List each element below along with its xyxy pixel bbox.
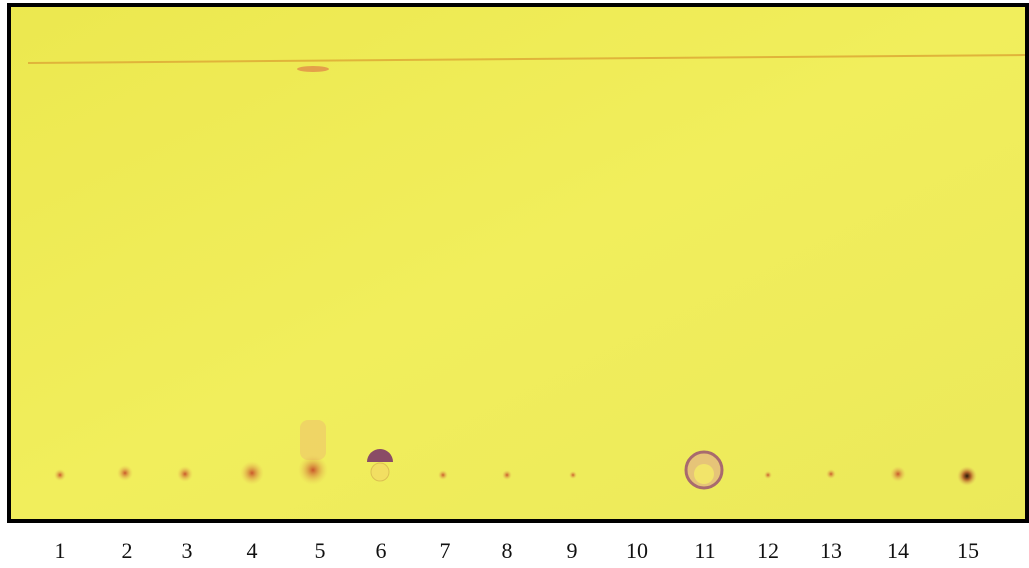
lane-label: 1 xyxy=(55,538,66,563)
spot xyxy=(367,449,393,462)
spots xyxy=(54,420,977,490)
lane-label: 13 xyxy=(820,538,842,563)
lane-label: 12 xyxy=(757,538,779,563)
spot xyxy=(117,465,133,481)
spot xyxy=(569,471,577,479)
lane-label: 3 xyxy=(182,538,193,563)
spot xyxy=(502,470,512,480)
spot xyxy=(177,466,193,482)
lane-label: 6 xyxy=(376,538,387,563)
spot xyxy=(957,466,977,486)
lane-label: 9 xyxy=(567,538,578,563)
lane-label: 7 xyxy=(440,538,451,563)
spot xyxy=(297,66,329,72)
spot xyxy=(298,455,328,485)
lane-label: 2 xyxy=(122,538,133,563)
spot xyxy=(370,462,390,482)
lane-label: 8 xyxy=(502,538,513,563)
lane-label: 5 xyxy=(315,538,326,563)
spot xyxy=(54,469,66,481)
spot xyxy=(826,469,836,479)
spot xyxy=(694,464,714,484)
spot xyxy=(438,470,448,480)
spot xyxy=(240,461,264,485)
lane-label: 14 xyxy=(887,538,909,563)
spot xyxy=(890,466,906,482)
lane-label: 4 xyxy=(247,538,258,563)
spot xyxy=(764,471,772,479)
spot-streak xyxy=(300,420,326,460)
solvent-front xyxy=(27,54,1026,64)
lane-label: 15 xyxy=(957,538,979,563)
lane-label: 10 xyxy=(626,538,648,563)
plate xyxy=(7,3,1029,523)
lane-label: 11 xyxy=(694,538,715,563)
